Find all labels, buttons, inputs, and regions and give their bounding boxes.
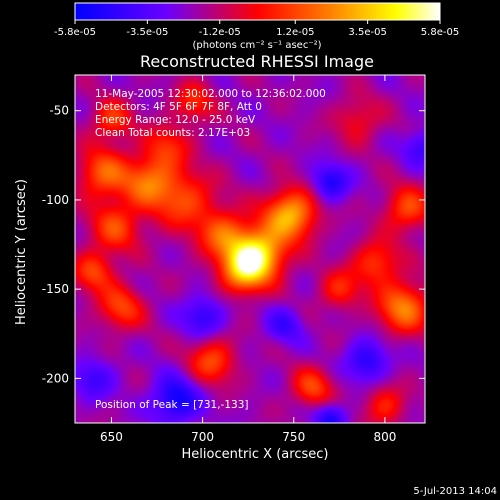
energy-range-annotation: Energy Range: 12.0 - 25.0 keV — [95, 114, 256, 126]
y-tick-label: -100 — [42, 193, 69, 207]
colorbar-tick-label: -5.8e-05 — [54, 27, 96, 38]
colorbar-tick-label: -1.2e-05 — [199, 27, 241, 38]
y-tick-label: -50 — [49, 104, 69, 118]
peak-position-annotation: Position of Peak = [731,-133] — [95, 399, 249, 411]
x-tick-label: 800 — [373, 430, 396, 444]
x-axis: 650 700 750 800 — [100, 75, 396, 444]
x-tick-label: 700 — [191, 430, 214, 444]
colorbar-tick-label: 3.5e-05 — [348, 27, 386, 38]
method-counts-annotation: Clean Total counts: 2.17E+03 — [95, 127, 250, 139]
colorbar-ticks: -5.8e-05 -3.5e-05 -1.2e-05 1.2e-05 3.5e-05 5.… — [54, 20, 459, 38]
y-axis-label: Heliocentric Y (arcsec) — [14, 179, 29, 325]
y-tick-label: -150 — [42, 282, 69, 296]
colorbar-tick-label: 1.2e-05 — [276, 27, 314, 38]
colorbar-label: (photons cm⁻² s⁻¹ asec⁻²) — [192, 40, 321, 51]
colorbar-tick-label: -3.5e-05 — [126, 27, 168, 38]
detectors-annotation: Detectors: 4F 5F 6F 7F 8F, Att 0 — [95, 101, 262, 113]
timestamp: 5-Jul-2013 14:04 — [413, 486, 497, 497]
colorbar-tick-label: 5.8e-05 — [421, 27, 459, 38]
y-tick-label: -200 — [42, 371, 69, 385]
colorbar: -5.8e-05 -3.5e-05 -1.2e-05 1.2e-05 3.5e-05 5.… — [54, 2, 459, 51]
plot-frame — [74, 74, 426, 424]
x-tick-label: 650 — [100, 430, 123, 444]
y-axis: -50 -100 -150 -200 — [42, 104, 425, 385]
chart-title: Reconstructed RHESSI Image — [140, 52, 374, 71]
time-range-annotation: 11-May-2005 12:30:02.000 to 12:36:02.000 — [95, 88, 326, 100]
x-axis-label: Heliocentric X (arcsec) — [182, 447, 329, 462]
heatmap-image — [75, 75, 425, 423]
x-tick-label: 750 — [282, 430, 305, 444]
colorbar-gradient — [74, 2, 441, 21]
